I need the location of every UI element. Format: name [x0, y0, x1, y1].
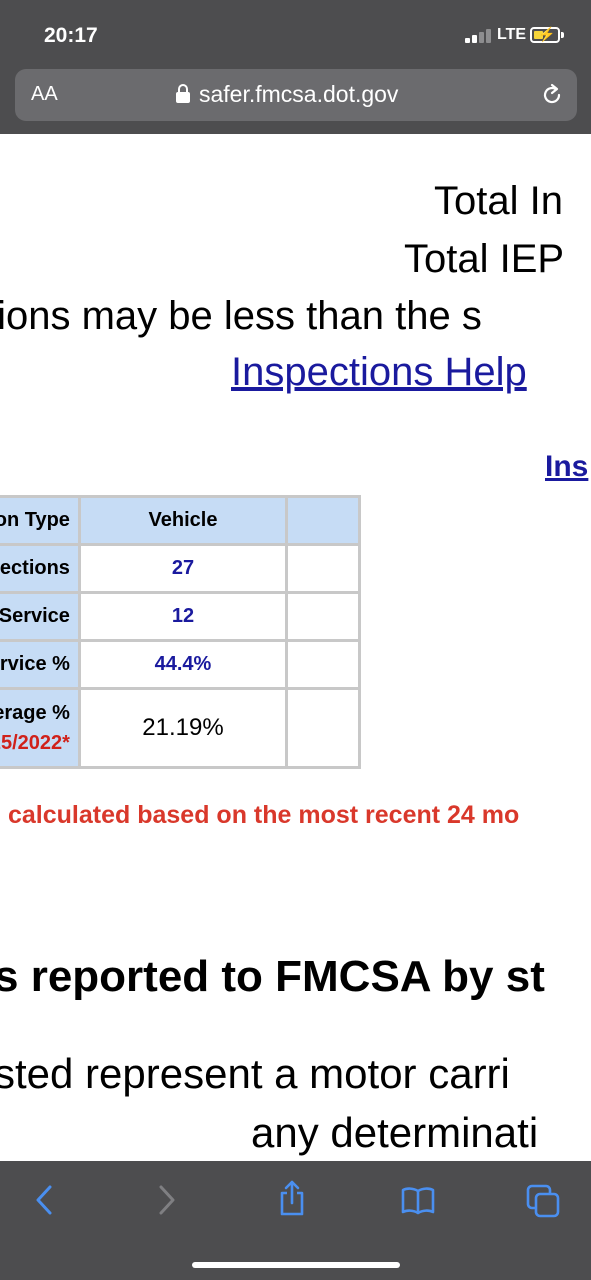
home-indicator	[192, 1262, 400, 1268]
table-row: Out of Service % 44.4%	[0, 642, 358, 687]
row-label: Inspections	[0, 546, 78, 591]
inspections-help-link[interactable]: Inspections Help	[231, 350, 527, 394]
row-vehicle-value: 12	[80, 594, 286, 639]
table-row-national-average: Nat'l Average % of DATE 02/25/2022* 21.1…	[0, 690, 358, 766]
battery-nub	[561, 32, 564, 38]
calculation-note: calculated based on the most recent 24 m…	[8, 801, 520, 829]
header-next	[288, 498, 358, 543]
row-next-value	[288, 594, 358, 639]
browser-chrome: 20:17 LTE ⚡ AA safer.fmcsa.dot.gov	[0, 0, 591, 134]
national-average-label: Nat'l Average % of DATE 02/25/2022*	[0, 690, 78, 766]
total-iep-heading: Total IEP	[404, 237, 565, 281]
lock-icon	[176, 84, 190, 103]
signal-bars-icon	[465, 29, 495, 43]
text-size-button[interactable]: AA	[31, 83, 58, 105]
inspections-note: tions may be less than the s	[0, 294, 482, 338]
forward-icon[interactable]	[153, 1183, 181, 1217]
table-header-row: Inspection Type Vehicle	[0, 498, 358, 543]
row-vehicle-value: 27	[80, 546, 286, 591]
back-icon[interactable]	[30, 1183, 58, 1217]
row-next-value	[288, 546, 358, 591]
table-row: Out of Service 12	[0, 594, 358, 639]
national-average-vehicle: 21.19%	[80, 690, 286, 766]
web-page: Total In Total IEP tions may be less tha…	[0, 134, 591, 1161]
status-time: 20:17	[44, 24, 98, 47]
national-average-next	[288, 690, 358, 766]
row-next-value	[288, 642, 358, 687]
inspections-table: Inspection Type Vehicle Inspections 27 O…	[0, 495, 361, 769]
share-icon[interactable]	[277, 1179, 307, 1217]
listed-text-line-2: any determinati	[251, 1109, 539, 1156]
listed-text-line-1: sted represent a motor carri	[0, 1050, 510, 1097]
reload-icon[interactable]	[540, 83, 564, 107]
national-average-title: Nat'l Average %	[0, 702, 70, 724]
url-text[interactable]: safer.fmcsa.dot.gov	[199, 81, 399, 107]
bookmarks-icon[interactable]	[400, 1183, 436, 1217]
total-inspections-heading: Total In	[434, 179, 563, 223]
row-label: Out of Service	[0, 594, 78, 639]
row-label: Out of Service %	[0, 642, 78, 687]
header-inspection-type: Inspection Type	[0, 498, 78, 543]
table-row: Inspections 27	[0, 546, 358, 591]
national-average-date: of DATE 02/25/2022*	[0, 732, 70, 754]
reported-heading: s reported to FMCSA by st	[0, 952, 545, 1001]
network-type: LTE	[497, 26, 527, 43]
header-vehicle: Vehicle	[80, 498, 286, 543]
ins-link[interactable]: Ins	[545, 450, 589, 483]
battery-charging-icon: ⚡	[530, 26, 560, 43]
row-vehicle-value: 44.4%	[80, 642, 286, 687]
browser-toolbar	[0, 1161, 591, 1280]
address-bar[interactable]: AA safer.fmcsa.dot.gov	[15, 69, 577, 121]
tabs-icon[interactable]	[525, 1183, 561, 1219]
